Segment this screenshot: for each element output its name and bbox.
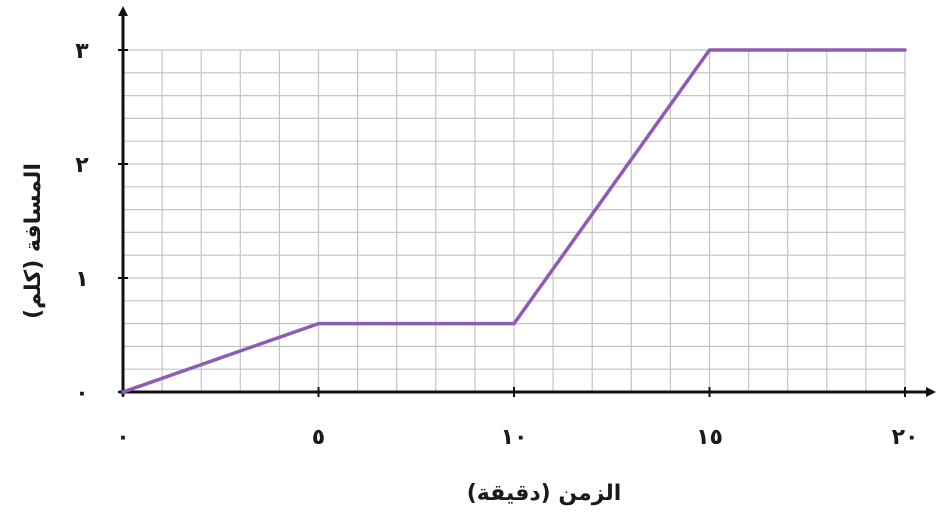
x-axis-title: الزمن (دقيقة) bbox=[467, 481, 622, 506]
x-tick-label: ١٥ bbox=[696, 425, 723, 450]
y-tick-label: ٢ bbox=[75, 153, 89, 178]
series-group bbox=[121, 48, 907, 394]
y-tick-label: ١ bbox=[75, 267, 88, 292]
series-line bbox=[121, 48, 907, 394]
grid bbox=[122, 49, 906, 393]
x-tick-label: ١٠ bbox=[501, 425, 528, 450]
y-tick-label: ٣ bbox=[75, 39, 89, 64]
y-tick-labels: ٠ ١ ٢ ٣ bbox=[75, 39, 89, 406]
x-tick-label: ٠ bbox=[116, 425, 129, 450]
x-tick-label: ٥ bbox=[312, 425, 325, 450]
y-tick-label: ٠ bbox=[75, 381, 88, 406]
x-tick-label: ٢٠ bbox=[892, 425, 919, 450]
y-axis-title: المسافة (كلم) bbox=[21, 163, 46, 319]
x-tick-labels: ٠ ٥ ١٠ ١٥ ٢٠ bbox=[116, 425, 918, 450]
